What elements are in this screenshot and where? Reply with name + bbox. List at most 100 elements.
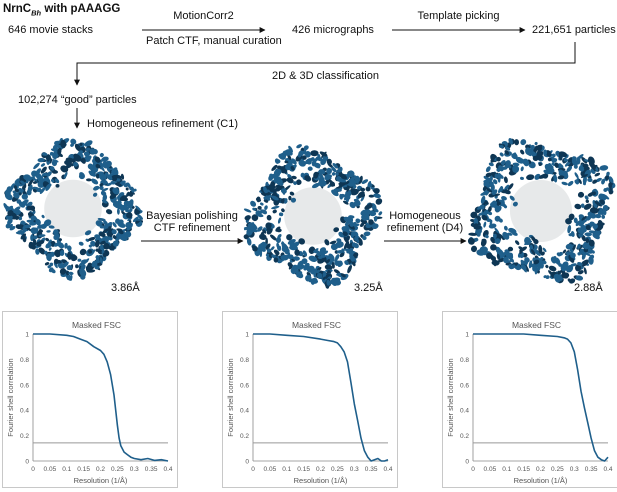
map-density-blob <box>371 210 376 215</box>
density-map-polished <box>243 144 383 289</box>
map-density-blob <box>324 257 327 263</box>
map-density-blob <box>101 187 109 192</box>
map-density-blob <box>102 228 110 234</box>
map-density-blob <box>298 150 304 157</box>
resolution-d4: 2.88Å <box>574 282 603 294</box>
map-density-blob <box>303 150 307 155</box>
map-density-blob <box>102 255 107 262</box>
map-density-blob <box>552 257 555 263</box>
map-density-blob <box>115 218 120 224</box>
map-density-blob <box>594 201 602 207</box>
map-density-blob <box>300 172 305 178</box>
map-density-blob <box>597 211 602 216</box>
map-density-blob <box>331 262 335 269</box>
map-density-blob <box>514 139 520 146</box>
map-density-blob <box>532 266 538 272</box>
map-density-blob <box>560 263 568 272</box>
map-density-blob <box>470 245 478 253</box>
map-density-blob <box>602 207 607 216</box>
map-density-blob <box>121 210 126 215</box>
map-density-blob <box>536 145 543 152</box>
map-density-blob <box>552 172 557 175</box>
map-density-blob <box>30 215 36 221</box>
map-density-blob <box>488 206 492 213</box>
map-density-blob <box>45 237 50 242</box>
map-density-blob <box>538 162 542 167</box>
map-density-blob <box>482 186 487 191</box>
map-density-blob <box>26 205 32 211</box>
y-axis-label: Fourier shell correlation <box>226 358 235 436</box>
map-density-blob <box>252 207 257 211</box>
map-density-blob <box>514 240 520 245</box>
map-density-blob <box>111 167 118 174</box>
map-density-blob <box>125 222 132 228</box>
map-density-blob <box>565 265 574 273</box>
map-density-blob <box>489 219 493 226</box>
map-density-blob <box>577 270 584 275</box>
map-density-blob <box>79 268 87 277</box>
x-tick-label: 0.3 <box>350 466 359 473</box>
map-density-blob <box>116 208 120 215</box>
map-density-blob <box>484 234 489 239</box>
map-density-blob <box>473 223 479 229</box>
map-density-blob <box>302 155 307 160</box>
map-density-blob <box>568 213 575 220</box>
map-density-blob <box>266 227 270 232</box>
map-density-blob <box>478 212 483 216</box>
map-density-blob <box>587 177 593 183</box>
map-density-blob <box>61 261 69 269</box>
map-density-blob <box>263 199 269 203</box>
y-tick-label: 0.4 <box>240 408 249 415</box>
x-tick-label: 0 <box>471 466 475 473</box>
map-density-blob <box>277 217 282 224</box>
map-density-blob <box>573 217 578 224</box>
map-density-blob <box>53 242 60 247</box>
map-density-blob <box>84 230 92 236</box>
map-density-blob <box>125 187 129 191</box>
map-density-blob <box>568 232 574 237</box>
map-density-blob <box>565 218 572 225</box>
map-density-blob <box>49 166 55 171</box>
y-tick-label: 0.2 <box>20 433 29 440</box>
map-density-blob <box>34 178 40 184</box>
map-density-blob <box>112 222 117 228</box>
resolution-polished: 3.25Å <box>354 282 383 294</box>
map-density-blob <box>292 245 298 251</box>
map-density-blob <box>124 231 132 238</box>
map-density-blob <box>99 164 105 172</box>
map-density-blob <box>284 160 289 164</box>
map-density-blob <box>290 166 295 171</box>
map-density-blob <box>26 201 33 208</box>
map-density-blob <box>78 150 84 155</box>
map-density-blob <box>538 173 548 179</box>
map-density-blob <box>118 229 124 235</box>
map-density-blob <box>7 218 13 225</box>
map-density-blob <box>88 244 92 248</box>
map-density-blob <box>485 187 493 193</box>
map-density-blob <box>574 172 579 179</box>
y-tick-label: 0.8 <box>460 357 469 364</box>
map-density-blob <box>557 270 561 275</box>
map-density-blob <box>284 199 288 204</box>
y-tick-label: 1 <box>245 332 249 339</box>
map-density-blob <box>340 193 346 198</box>
map-density-blob <box>95 163 101 169</box>
map-density-blob <box>344 218 351 226</box>
map-density-blob <box>78 241 84 246</box>
x-tick-label: 0.4 <box>163 466 172 473</box>
y-tick-label: 0 <box>245 459 249 466</box>
map-density-blob <box>554 162 559 168</box>
map-density-blob <box>378 211 383 216</box>
map-density-blob <box>511 153 518 160</box>
x-tick-label: 0.15 <box>517 466 530 473</box>
map-density-blob <box>48 267 54 273</box>
resolution-c1: 3.86Å <box>111 282 140 294</box>
map-density-blob <box>92 192 98 197</box>
map-density-blob <box>534 141 538 146</box>
map-density-blob <box>292 264 299 271</box>
map-density-blob <box>99 257 103 264</box>
map-density-blob <box>305 274 312 282</box>
map-density-blob <box>319 151 328 157</box>
map-density-blob <box>37 157 45 163</box>
map-density-blob <box>367 180 372 188</box>
